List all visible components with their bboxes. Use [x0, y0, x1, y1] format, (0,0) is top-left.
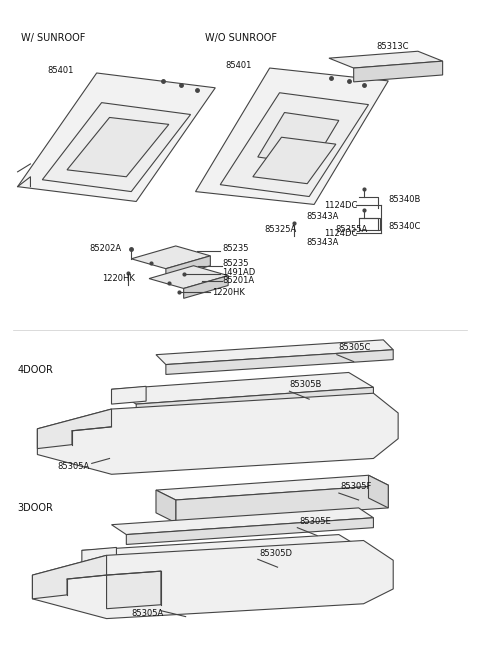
Text: W/O SUNROOF: W/O SUNROOF: [205, 33, 277, 43]
Text: 3DOOR: 3DOOR: [18, 503, 53, 513]
Polygon shape: [166, 350, 393, 375]
Polygon shape: [195, 68, 388, 204]
Text: 85305F: 85305F: [341, 481, 372, 491]
Text: 85355A: 85355A: [335, 225, 367, 234]
Text: 85235: 85235: [222, 244, 249, 253]
Text: 85305B: 85305B: [289, 380, 322, 389]
Polygon shape: [359, 218, 380, 230]
Polygon shape: [82, 548, 117, 568]
Text: 85313C: 85313C: [376, 42, 409, 51]
Text: 85201A: 85201A: [222, 276, 254, 285]
Text: 85305E: 85305E: [300, 517, 331, 526]
Text: 85340B: 85340B: [388, 195, 420, 204]
Polygon shape: [156, 476, 388, 500]
Polygon shape: [107, 571, 161, 608]
Text: 1220HK: 1220HK: [102, 274, 134, 283]
Text: 85343A: 85343A: [306, 238, 338, 248]
Text: 1124DC: 1124DC: [324, 201, 358, 210]
Polygon shape: [149, 266, 228, 288]
Text: 85401: 85401: [225, 60, 252, 69]
Text: 85305A: 85305A: [131, 609, 164, 618]
Text: 85305D: 85305D: [260, 549, 293, 558]
Text: 85305C: 85305C: [339, 343, 371, 352]
Text: 1491AD: 1491AD: [222, 268, 255, 277]
Text: 85343A: 85343A: [306, 212, 338, 221]
Polygon shape: [42, 103, 191, 192]
Polygon shape: [37, 409, 111, 449]
Text: 85235: 85235: [222, 259, 249, 269]
Text: 85325A: 85325A: [264, 225, 297, 234]
Polygon shape: [354, 61, 443, 82]
Polygon shape: [131, 246, 210, 269]
Polygon shape: [126, 517, 373, 544]
Text: 4DOOR: 4DOOR: [18, 365, 53, 375]
Polygon shape: [220, 93, 369, 196]
Polygon shape: [156, 340, 393, 365]
Polygon shape: [176, 485, 388, 523]
Polygon shape: [82, 534, 363, 565]
Text: 85305A: 85305A: [57, 462, 89, 471]
Polygon shape: [111, 508, 373, 534]
Polygon shape: [33, 540, 393, 618]
Polygon shape: [33, 555, 107, 599]
Polygon shape: [156, 490, 176, 523]
Polygon shape: [166, 256, 210, 278]
Polygon shape: [184, 276, 228, 298]
Text: 85202A: 85202A: [90, 244, 122, 253]
Polygon shape: [37, 393, 398, 474]
Text: 1124DC: 1124DC: [324, 229, 358, 238]
Polygon shape: [329, 51, 443, 68]
Polygon shape: [111, 373, 373, 404]
Text: 85401: 85401: [47, 66, 73, 75]
Polygon shape: [67, 117, 169, 177]
Text: 1220HK: 1220HK: [212, 288, 245, 297]
Polygon shape: [111, 386, 146, 404]
Polygon shape: [369, 476, 388, 508]
Polygon shape: [107, 550, 363, 578]
Polygon shape: [258, 113, 339, 165]
Polygon shape: [18, 73, 216, 202]
Text: W/ SUNROOF: W/ SUNROOF: [21, 33, 85, 43]
Polygon shape: [253, 138, 336, 183]
Polygon shape: [136, 387, 373, 416]
Text: 85340C: 85340C: [388, 221, 420, 231]
